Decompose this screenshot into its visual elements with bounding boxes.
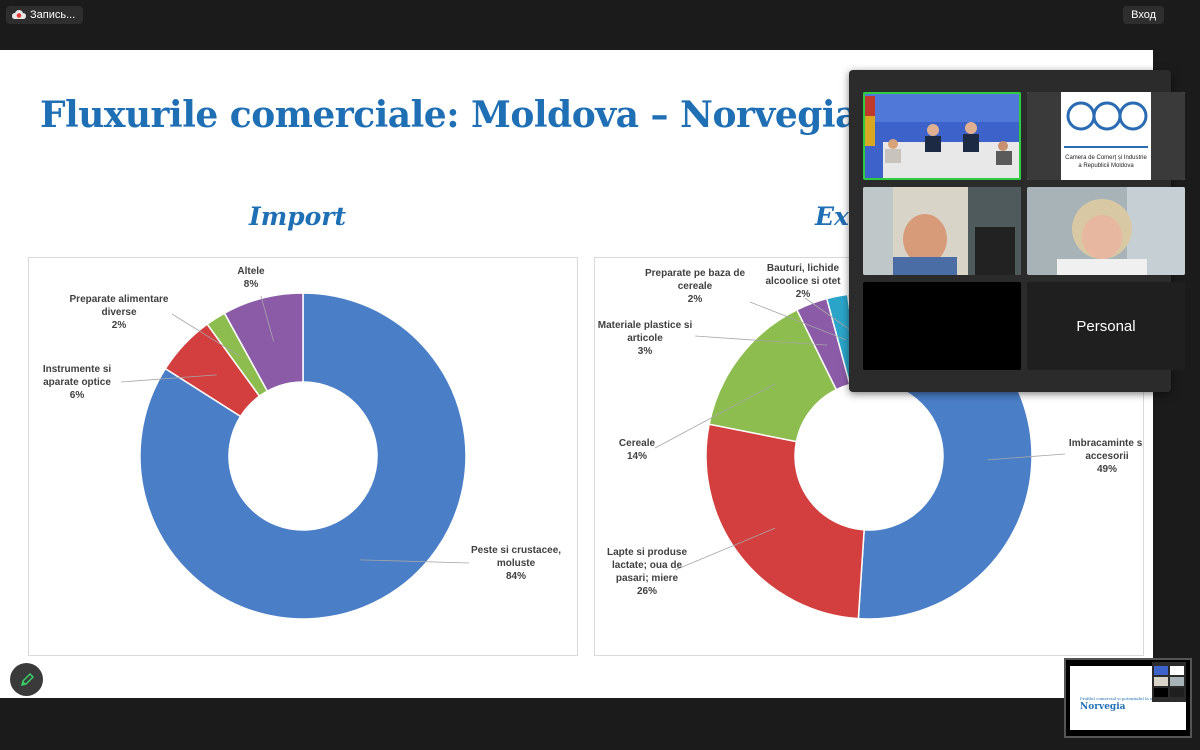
export-leader-1 bbox=[749, 301, 847, 341]
export-label-6: Lapte si produse lactate; oua de pasari; m… bbox=[607, 547, 687, 597]
import-label-3: Instrumente si aparate optice 6% bbox=[43, 364, 112, 401]
import-label-1: Altele 8% bbox=[237, 266, 265, 290]
exit-button[interactable]: Вход bbox=[1123, 6, 1164, 24]
pen-icon bbox=[20, 672, 34, 686]
video-tile-conference-room[interactable] bbox=[863, 92, 1021, 180]
cloud-record-icon bbox=[12, 9, 26, 21]
import-donut-chart: Altele 8% Preparate alimentare diverse 2% Ins… bbox=[43, 266, 561, 620]
export-leader-4 bbox=[654, 383, 776, 449]
export-label-3: Materiale plastice si articole 3% bbox=[598, 320, 693, 357]
export-leader-3 bbox=[694, 335, 828, 346]
top-bar: Запись... Вход bbox=[0, 0, 1200, 50]
record-button[interactable]: Запись... bbox=[6, 6, 84, 24]
video-tile-personal[interactable]: Personal bbox=[1027, 282, 1185, 370]
video-gallery-panel: Camera de Comerț și Industrie a Republic… bbox=[849, 70, 1185, 392]
bottom-bar bbox=[0, 698, 1200, 750]
export-slice-3 bbox=[708, 308, 838, 443]
import-leader-1 bbox=[260, 295, 274, 342]
export-label-5: Imbracaminte si accesorii 49% bbox=[1069, 438, 1143, 475]
participant-name: Personal bbox=[1076, 317, 1136, 335]
slide-title: Fluxurile comerciale: Moldova – Norvegia bbox=[40, 94, 858, 136]
import-chart-panel: Altele 8% Preparate alimentare diverse 2% Ins… bbox=[28, 257, 578, 656]
thumbnail-title: Norvegia bbox=[1080, 702, 1126, 712]
thumbnail-subtitle: Profilul comercial și potențialul la exp… bbox=[1080, 696, 1164, 701]
logo-line-2: a Republicii Moldova bbox=[1078, 163, 1134, 169]
import-label-2: Preparate alimentare diverse 2% bbox=[70, 294, 169, 331]
export-slice-2 bbox=[705, 423, 865, 620]
import-label-4: Peste si crustacee, moluste 84% bbox=[471, 545, 561, 582]
conference-room-video bbox=[863, 92, 1021, 180]
export-leader-6 bbox=[674, 527, 776, 571]
annotate-button[interactable] bbox=[10, 663, 43, 696]
video-tile-cci-logo[interactable]: Camera de Comerț și Industrie a Republic… bbox=[1027, 92, 1185, 180]
cci-logo-video: Camera de Comerț și Industrie a Republic… bbox=[1027, 92, 1185, 180]
import-leader-2 bbox=[171, 313, 240, 357]
import-title: Import bbox=[249, 202, 347, 231]
export-label-4: Cereale 14% bbox=[619, 438, 656, 462]
video-tile-man[interactable] bbox=[863, 187, 1021, 275]
import-slice-4 bbox=[223, 292, 304, 393]
self-view-thumbnail[interactable]: Profilul comercial și potențialul la exp… bbox=[1064, 658, 1192, 738]
export-title: Ex bbox=[815, 202, 849, 231]
thumbnail-video-overlay bbox=[1152, 662, 1186, 702]
import-slice-1 bbox=[139, 292, 467, 620]
video-tile-woman[interactable] bbox=[1027, 187, 1185, 275]
export-label-1: Preparate pe baza de cereale 2% bbox=[645, 268, 745, 305]
import-leader-4 bbox=[360, 559, 470, 564]
woman-video bbox=[1027, 187, 1185, 275]
export-leader-5 bbox=[987, 453, 1066, 461]
record-label: Запись... bbox=[30, 9, 76, 21]
man-video bbox=[863, 187, 1021, 275]
logo-line-1: Camera de Comerț și Industrie bbox=[1065, 155, 1147, 161]
video-tile-empty[interactable] bbox=[863, 282, 1021, 370]
import-leader-3 bbox=[120, 374, 217, 383]
export-label-2: Bauturi, lichide alcoolice si otet 2% bbox=[765, 263, 841, 300]
